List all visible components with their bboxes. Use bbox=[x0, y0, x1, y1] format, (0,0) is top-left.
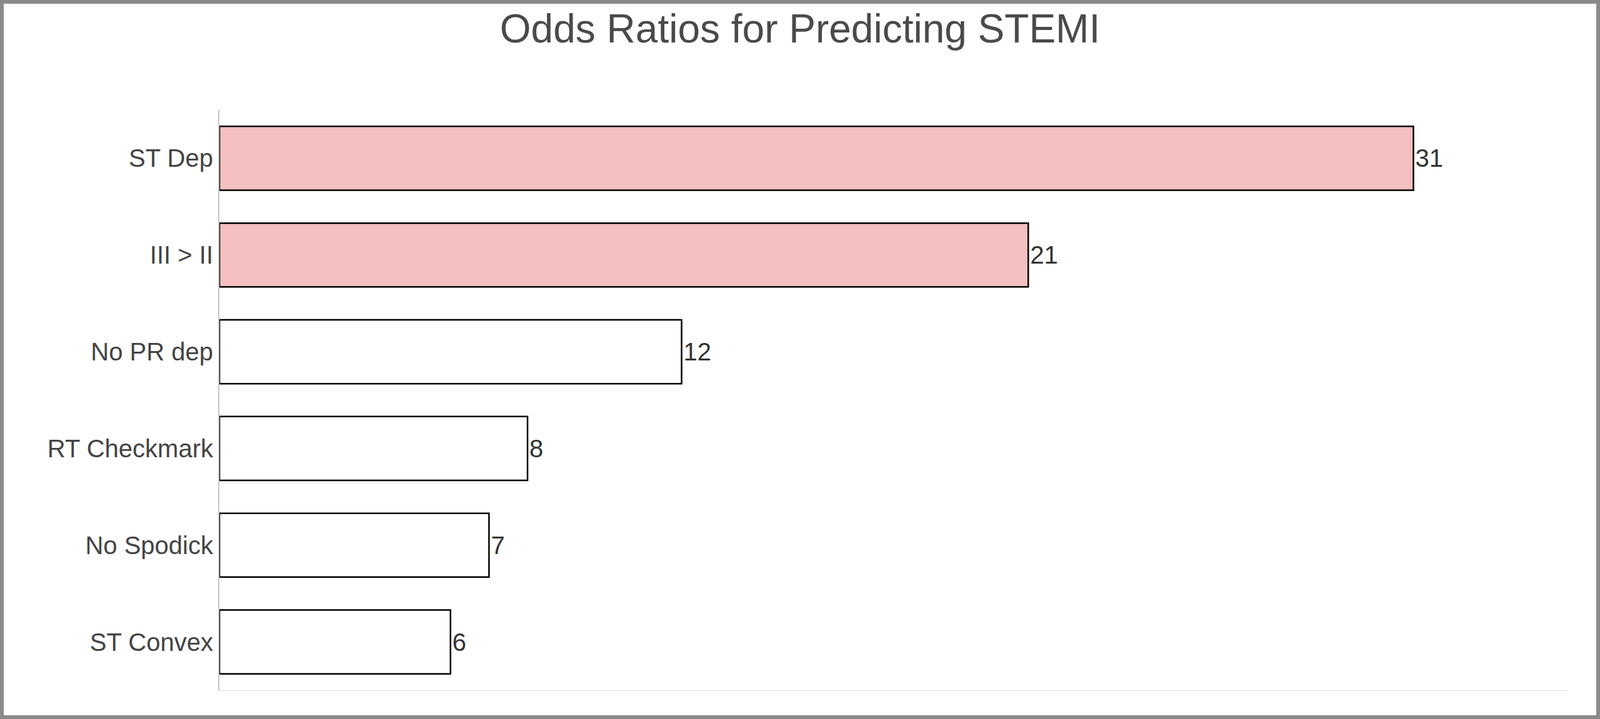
svg-text:21: 21 bbox=[1030, 241, 1059, 269]
svg-text:31: 31 bbox=[1415, 144, 1444, 172]
svg-text:6: 6 bbox=[452, 628, 467, 657]
svg-text:III > II: III > II bbox=[150, 241, 214, 269]
svg-text:ST Dep: ST Dep bbox=[128, 144, 214, 172]
svg-text:Odds Ratios for Predicting STE: Odds Ratios for Predicting STEMI bbox=[500, 6, 1100, 52]
svg-text:8: 8 bbox=[529, 435, 544, 463]
svg-text:ST Convex: ST Convex bbox=[90, 628, 214, 657]
svg-text:12: 12 bbox=[683, 338, 712, 366]
svg-text:No PR dep: No PR dep bbox=[90, 338, 214, 366]
svg-text:7: 7 bbox=[490, 531, 505, 560]
svg-text:No Spodick: No Spodick bbox=[85, 531, 214, 560]
svg-text:RT Checkmark: RT Checkmark bbox=[47, 435, 214, 463]
